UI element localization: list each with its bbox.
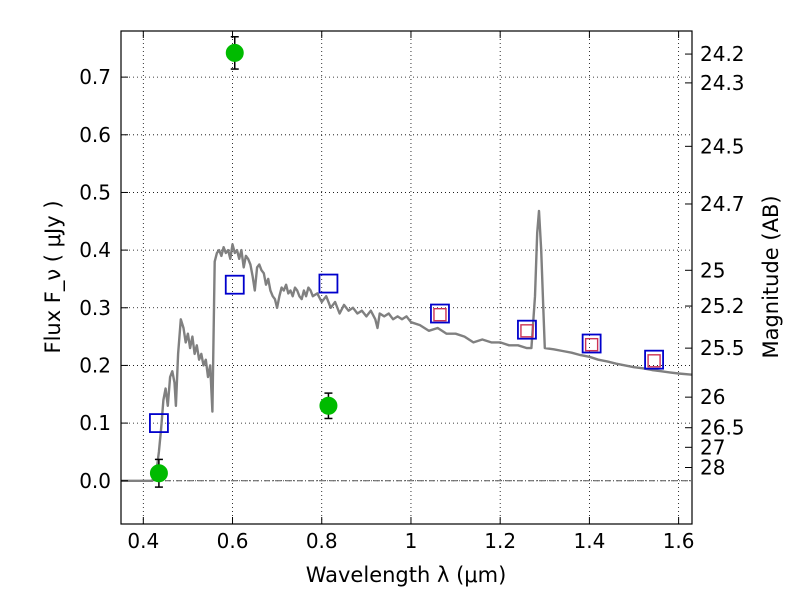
x-tick-label: 1.4 bbox=[573, 529, 605, 553]
y-axis-label: Flux F_ν ( μJy ) bbox=[41, 200, 66, 353]
detection-point bbox=[225, 43, 244, 62]
mag-tick-label: 24.3 bbox=[700, 71, 745, 95]
y-tick-label: 0.2 bbox=[79, 353, 111, 377]
y-tick-label: 0.4 bbox=[79, 238, 111, 262]
x-tick-label: 1.6 bbox=[663, 529, 695, 553]
mag-tick-label: 24.5 bbox=[700, 134, 745, 158]
mag-tick-label: 28 bbox=[700, 455, 725, 479]
mag-tick-label: 25.5 bbox=[700, 336, 745, 360]
mag-tick-label: 25 bbox=[700, 258, 725, 282]
observed-photometry-square bbox=[584, 337, 599, 352]
model-photometry-square bbox=[517, 319, 537, 340]
x-tick-label: 0.4 bbox=[127, 529, 159, 553]
y-ticks: 0.0 0.1 0.2 0.3 0.4 0.5 0.6 0.7 bbox=[79, 65, 128, 493]
mag-tick-label: 26 bbox=[700, 385, 725, 409]
y-tick-label: 0.6 bbox=[79, 123, 111, 147]
observed-photometry-square bbox=[433, 307, 447, 322]
y-axis-right-label: Magnitude (AB) bbox=[759, 195, 783, 358]
detection-point bbox=[319, 396, 338, 415]
observed-photometry-square bbox=[647, 354, 661, 368]
y-tick-label: 0.7 bbox=[79, 65, 111, 89]
x-tick-label: 0.6 bbox=[217, 529, 249, 553]
x-tick-label: 1 bbox=[405, 529, 418, 553]
y-tick-label: 0.3 bbox=[79, 296, 111, 320]
y-tick-label: 0.5 bbox=[79, 180, 111, 204]
model-photometry-square bbox=[149, 413, 169, 433]
model-photometry-square bbox=[318, 273, 339, 294]
x-ticks: 0.4 0.6 0.8 1 1.2 1.4 1.6 bbox=[127, 31, 695, 553]
x-axis-label: Wavelength λ (μm) bbox=[306, 563, 507, 587]
model-photometry-square bbox=[430, 303, 450, 324]
model-photometry-square bbox=[644, 349, 664, 370]
x-tick-label: 1.2 bbox=[484, 529, 516, 553]
plot-background bbox=[121, 31, 692, 524]
mag-tick-label: 27 bbox=[700, 435, 725, 459]
mag-tick-label: 24.7 bbox=[700, 192, 745, 216]
x-tick-label: 0.8 bbox=[306, 529, 338, 553]
model-photometry-square bbox=[224, 274, 245, 295]
mag-tick-label: 26.5 bbox=[700, 416, 745, 440]
mag-tick-label: 25.2 bbox=[700, 294, 745, 318]
detection-point bbox=[149, 464, 168, 483]
y-tick-label: 0.1 bbox=[79, 411, 111, 435]
mag-tick-label: 24.2 bbox=[700, 42, 745, 66]
observed-photometry-square bbox=[520, 324, 534, 338]
model-photometry-square bbox=[581, 333, 602, 354]
plot-frame bbox=[120, 30, 693, 525]
y-tick-label: 0.0 bbox=[79, 469, 111, 493]
markers-layer bbox=[149, 36, 664, 488]
